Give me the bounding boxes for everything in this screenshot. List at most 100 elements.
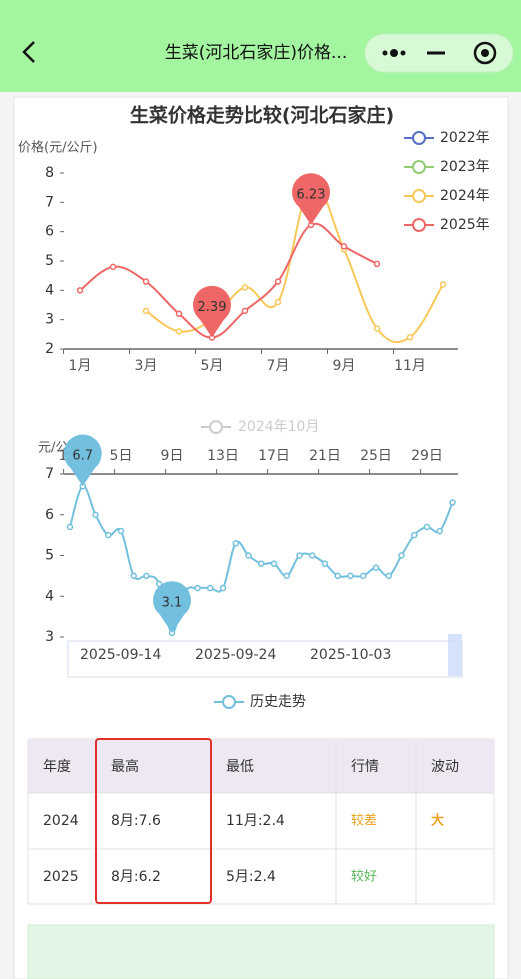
point	[274, 278, 282, 285]
point	[340, 243, 348, 250]
x-tick-label: 9月	[333, 358, 356, 374]
y-tick-label: 6	[45, 224, 54, 240]
y-tick-label: 7	[45, 466, 54, 482]
x-tick-label: 25日	[360, 448, 392, 464]
highlight-box	[95, 738, 212, 904]
table-cell: 较差	[351, 814, 377, 829]
y-tick-label: 3	[45, 312, 54, 328]
legend-label: 2022年	[440, 130, 490, 146]
point	[372, 564, 380, 571]
legend-label-inactive: 2024年10月	[238, 419, 319, 435]
table-cell: 2024	[43, 813, 79, 829]
point	[245, 552, 252, 559]
y-tick-label: 5	[45, 253, 54, 269]
point	[175, 310, 183, 318]
legend-label: 2023年	[440, 159, 490, 175]
x-tick-label: 13日	[207, 448, 239, 464]
point	[76, 287, 84, 294]
table-cell: 11月:2.4	[226, 813, 285, 829]
point	[92, 511, 99, 518]
point	[232, 540, 239, 547]
table-header-cell: 最高	[111, 758, 139, 775]
table-cell: 8月:6.2	[111, 869, 161, 885]
datazoom[interactable]	[67, 640, 463, 678]
point	[373, 260, 381, 268]
datazoom-label: 2025-09-24	[195, 647, 276, 663]
point	[373, 325, 381, 332]
y-tick-label: 5	[45, 548, 54, 564]
table-header-cell: 年度	[43, 759, 71, 775]
y-tick-label: 3	[45, 629, 54, 645]
point	[321, 560, 329, 567]
point	[360, 572, 367, 580]
point	[423, 523, 431, 531]
point	[109, 263, 117, 271]
mark-pin-label: 6.7	[72, 449, 93, 464]
point	[309, 552, 316, 559]
point	[385, 572, 392, 580]
datazoom-label: 2025-10-03	[310, 647, 391, 663]
point	[66, 523, 74, 531]
x-tick-label: 5日	[110, 448, 133, 464]
series-line	[145, 182, 444, 344]
legend-marker	[209, 420, 223, 434]
point	[334, 572, 341, 580]
y-tick-label: 7	[45, 194, 54, 210]
y-tick-label: 6	[45, 507, 54, 523]
datazoom-label: 2025-09-14	[80, 647, 161, 663]
table-cell: 较好	[351, 870, 377, 885]
point	[274, 298, 282, 306]
x-tick-label: 21日	[309, 448, 341, 464]
legend-label: 历史走势	[250, 694, 306, 710]
point	[398, 552, 405, 559]
legend-marker	[412, 131, 426, 145]
point	[105, 531, 112, 539]
point	[175, 328, 183, 335]
legend-marker	[412, 160, 426, 174]
info-box	[27, 924, 495, 979]
point	[449, 499, 456, 506]
more-button[interactable]	[382, 49, 406, 57]
x-tick-label: 5月	[201, 358, 224, 374]
y-axis-label: 价格(元/公斤)	[18, 140, 98, 156]
mark-pin-label: 3.1	[162, 595, 183, 610]
point	[219, 584, 227, 592]
point	[241, 284, 249, 291]
point	[406, 334, 414, 341]
point	[296, 552, 303, 559]
table-header-cell: 行情	[351, 759, 379, 775]
point	[258, 560, 265, 567]
point	[411, 531, 418, 539]
point	[207, 584, 214, 592]
legend-marker	[412, 218, 426, 232]
close-button[interactable]	[473, 41, 497, 65]
nav-title: 生菜(河北石家庄)价格...	[165, 43, 347, 63]
datazoom-handle[interactable]	[448, 634, 462, 676]
table-cell: 5月:2.4	[226, 869, 276, 885]
mark-pin-label: 6.23	[297, 187, 326, 202]
y-tick-label: 4	[45, 588, 54, 604]
table-header-cell: 最低	[226, 759, 254, 775]
point	[270, 560, 278, 567]
legend-marker	[412, 189, 426, 203]
table-cell: 大	[431, 813, 444, 829]
x-tick-label: 3月	[135, 358, 158, 374]
back-button[interactable]	[22, 41, 35, 63]
y-tick-label: 2	[45, 341, 54, 357]
point	[347, 572, 354, 580]
x-tick-label: 11月	[394, 358, 426, 374]
y-tick-label: 4	[45, 282, 54, 298]
point	[142, 278, 150, 285]
y-tick-label: 8	[45, 165, 54, 181]
point	[436, 527, 443, 535]
x-tick-label: 29日	[411, 448, 443, 464]
mark-pin	[292, 173, 331, 225]
legend-label: 2025年	[440, 217, 490, 233]
legend-marker	[222, 695, 236, 709]
x-tick-label: 1月	[69, 358, 92, 374]
legend-label: 2024年	[440, 188, 490, 204]
chart-title: 生菜价格走势比较(河北石家庄)	[130, 104, 394, 127]
point	[283, 572, 290, 580]
